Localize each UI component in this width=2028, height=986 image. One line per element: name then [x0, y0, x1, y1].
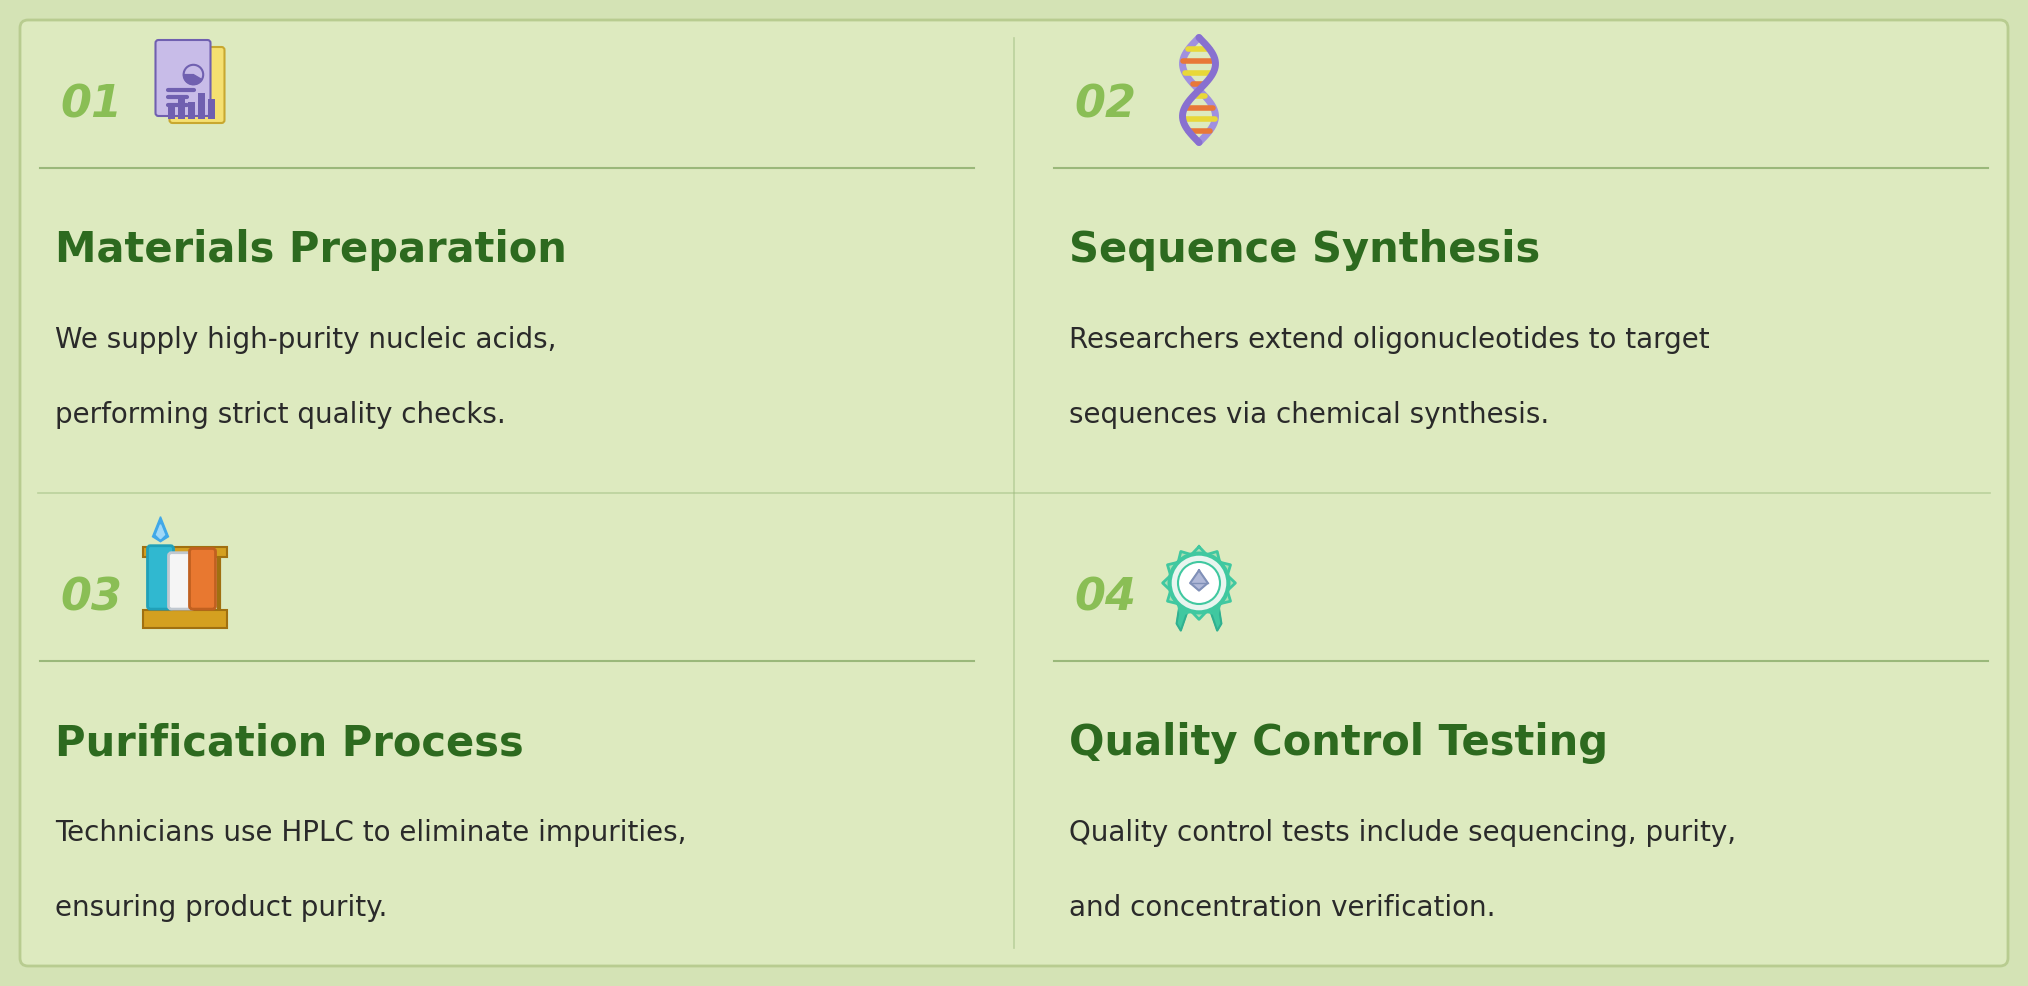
- Polygon shape: [1203, 580, 1221, 631]
- Polygon shape: [152, 517, 168, 541]
- Text: 04: 04: [1075, 577, 1136, 619]
- FancyBboxPatch shape: [189, 548, 215, 609]
- Bar: [144, 609, 227, 628]
- Bar: [144, 546, 227, 557]
- Text: performing strict quality checks.: performing strict quality checks.: [55, 401, 505, 429]
- Text: Purification Process: Purification Process: [55, 722, 523, 764]
- Polygon shape: [1190, 570, 1209, 591]
- Circle shape: [1170, 553, 1229, 612]
- Bar: [168, 106, 174, 119]
- Text: ensuring product purity.: ensuring product purity.: [55, 894, 387, 922]
- Text: Researchers extend oligonucleotides to target: Researchers extend oligonucleotides to t…: [1069, 326, 1710, 354]
- Text: Technicians use HPLC to eliminate impurities,: Technicians use HPLC to eliminate impuri…: [55, 819, 687, 847]
- FancyBboxPatch shape: [156, 40, 211, 116]
- Text: Materials Preparation: Materials Preparation: [55, 229, 568, 271]
- Text: Quality control tests include sequencing, purity,: Quality control tests include sequencing…: [1069, 819, 1736, 847]
- Text: 01: 01: [61, 84, 122, 126]
- Polygon shape: [1176, 580, 1194, 631]
- FancyBboxPatch shape: [148, 545, 174, 609]
- Bar: [178, 98, 185, 119]
- Text: sequences via chemical synthesis.: sequences via chemical synthesis.: [1069, 401, 1549, 429]
- Circle shape: [185, 65, 203, 85]
- FancyBboxPatch shape: [20, 20, 2008, 966]
- FancyBboxPatch shape: [168, 553, 195, 609]
- Bar: [187, 103, 195, 119]
- Text: Quality Control Testing: Quality Control Testing: [1069, 722, 1608, 764]
- Bar: [207, 100, 215, 119]
- FancyBboxPatch shape: [170, 47, 225, 123]
- Circle shape: [1178, 562, 1221, 604]
- Text: We supply high-purity nucleic acids,: We supply high-purity nucleic acids,: [55, 326, 556, 354]
- Wedge shape: [185, 75, 203, 85]
- Text: 03: 03: [61, 577, 122, 619]
- Polygon shape: [1162, 546, 1235, 619]
- Polygon shape: [156, 525, 164, 538]
- Text: Sequence Synthesis: Sequence Synthesis: [1069, 229, 1539, 271]
- Text: 02: 02: [1075, 84, 1136, 126]
- Bar: [197, 94, 205, 119]
- Text: and concentration verification.: and concentration verification.: [1069, 894, 1495, 922]
